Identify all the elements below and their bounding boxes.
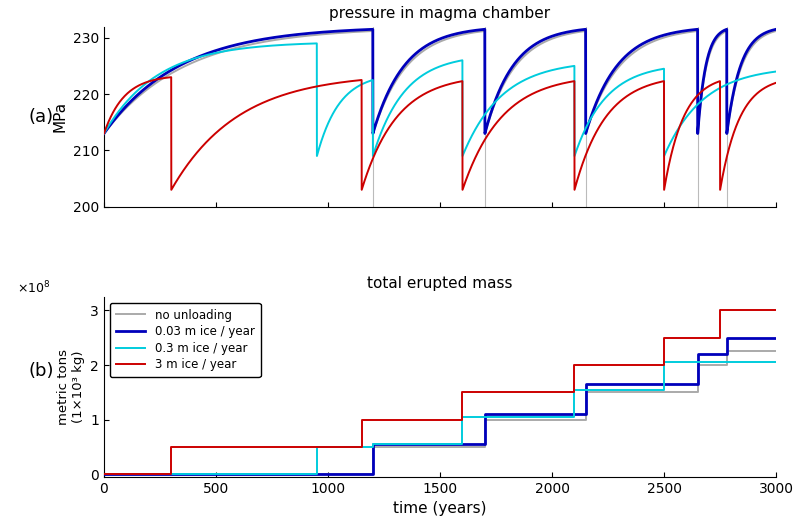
Title: total erupted mass: total erupted mass [367, 277, 513, 292]
Text: (a): (a) [28, 108, 53, 126]
Legend: no unloading, 0.03 m ice / year, 0.3 m ice / year, 3 m ice / year: no unloading, 0.03 m ice / year, 0.3 m i… [110, 303, 261, 377]
X-axis label: time (years): time (years) [394, 501, 486, 516]
Text: (b): (b) [28, 362, 54, 380]
Y-axis label: metric tons
(1×10³ kg): metric tons (1×10³ kg) [57, 349, 85, 425]
Y-axis label: MPa: MPa [52, 101, 67, 132]
Title: pressure in magma chamber: pressure in magma chamber [330, 6, 550, 21]
Text: $\times10^8$: $\times10^8$ [17, 280, 50, 296]
